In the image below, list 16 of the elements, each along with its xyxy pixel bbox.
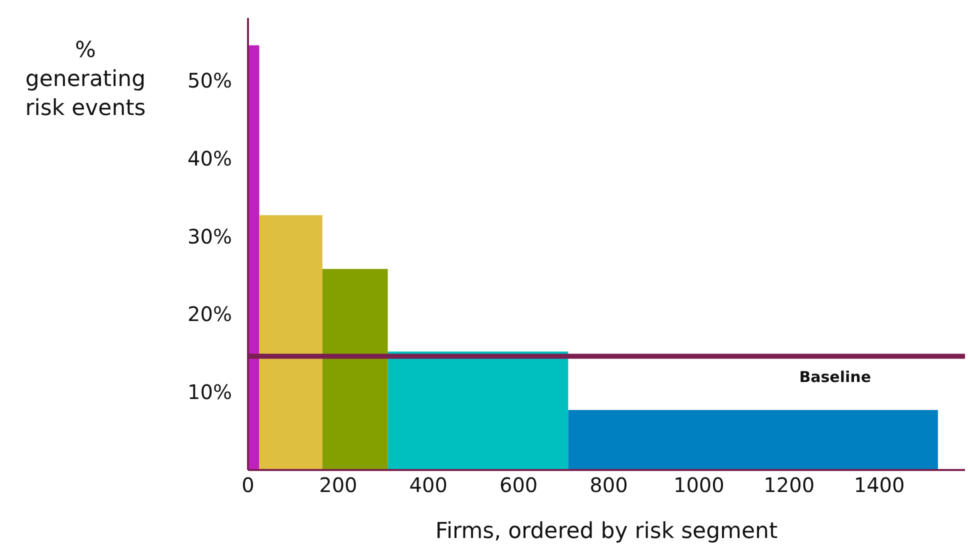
y-tick-label: 40%: [188, 146, 232, 170]
y-tick-label: 20%: [188, 302, 232, 326]
x-tick-label: 0: [242, 473, 254, 498]
x-tick-label: 1000: [673, 473, 724, 498]
y-axis-title: % generating risk events: [24, 37, 147, 123]
y-tick-label: 10%: [188, 380, 232, 404]
x-tick-label: 200: [319, 473, 358, 498]
y-tick-label: 30%: [188, 224, 232, 248]
x-tick-label: 600: [499, 473, 538, 498]
x-tick-label: 1400: [854, 473, 905, 498]
x-tick-label: 400: [409, 473, 448, 498]
x-axis-title: Firms, ordered by risk segment: [435, 519, 778, 544]
ref-line-label: Baseline: [799, 368, 871, 386]
y-tick-label: 50%: [188, 68, 232, 92]
x-tick-label: 800: [590, 473, 628, 498]
x-tick-label: 1200: [764, 473, 815, 498]
